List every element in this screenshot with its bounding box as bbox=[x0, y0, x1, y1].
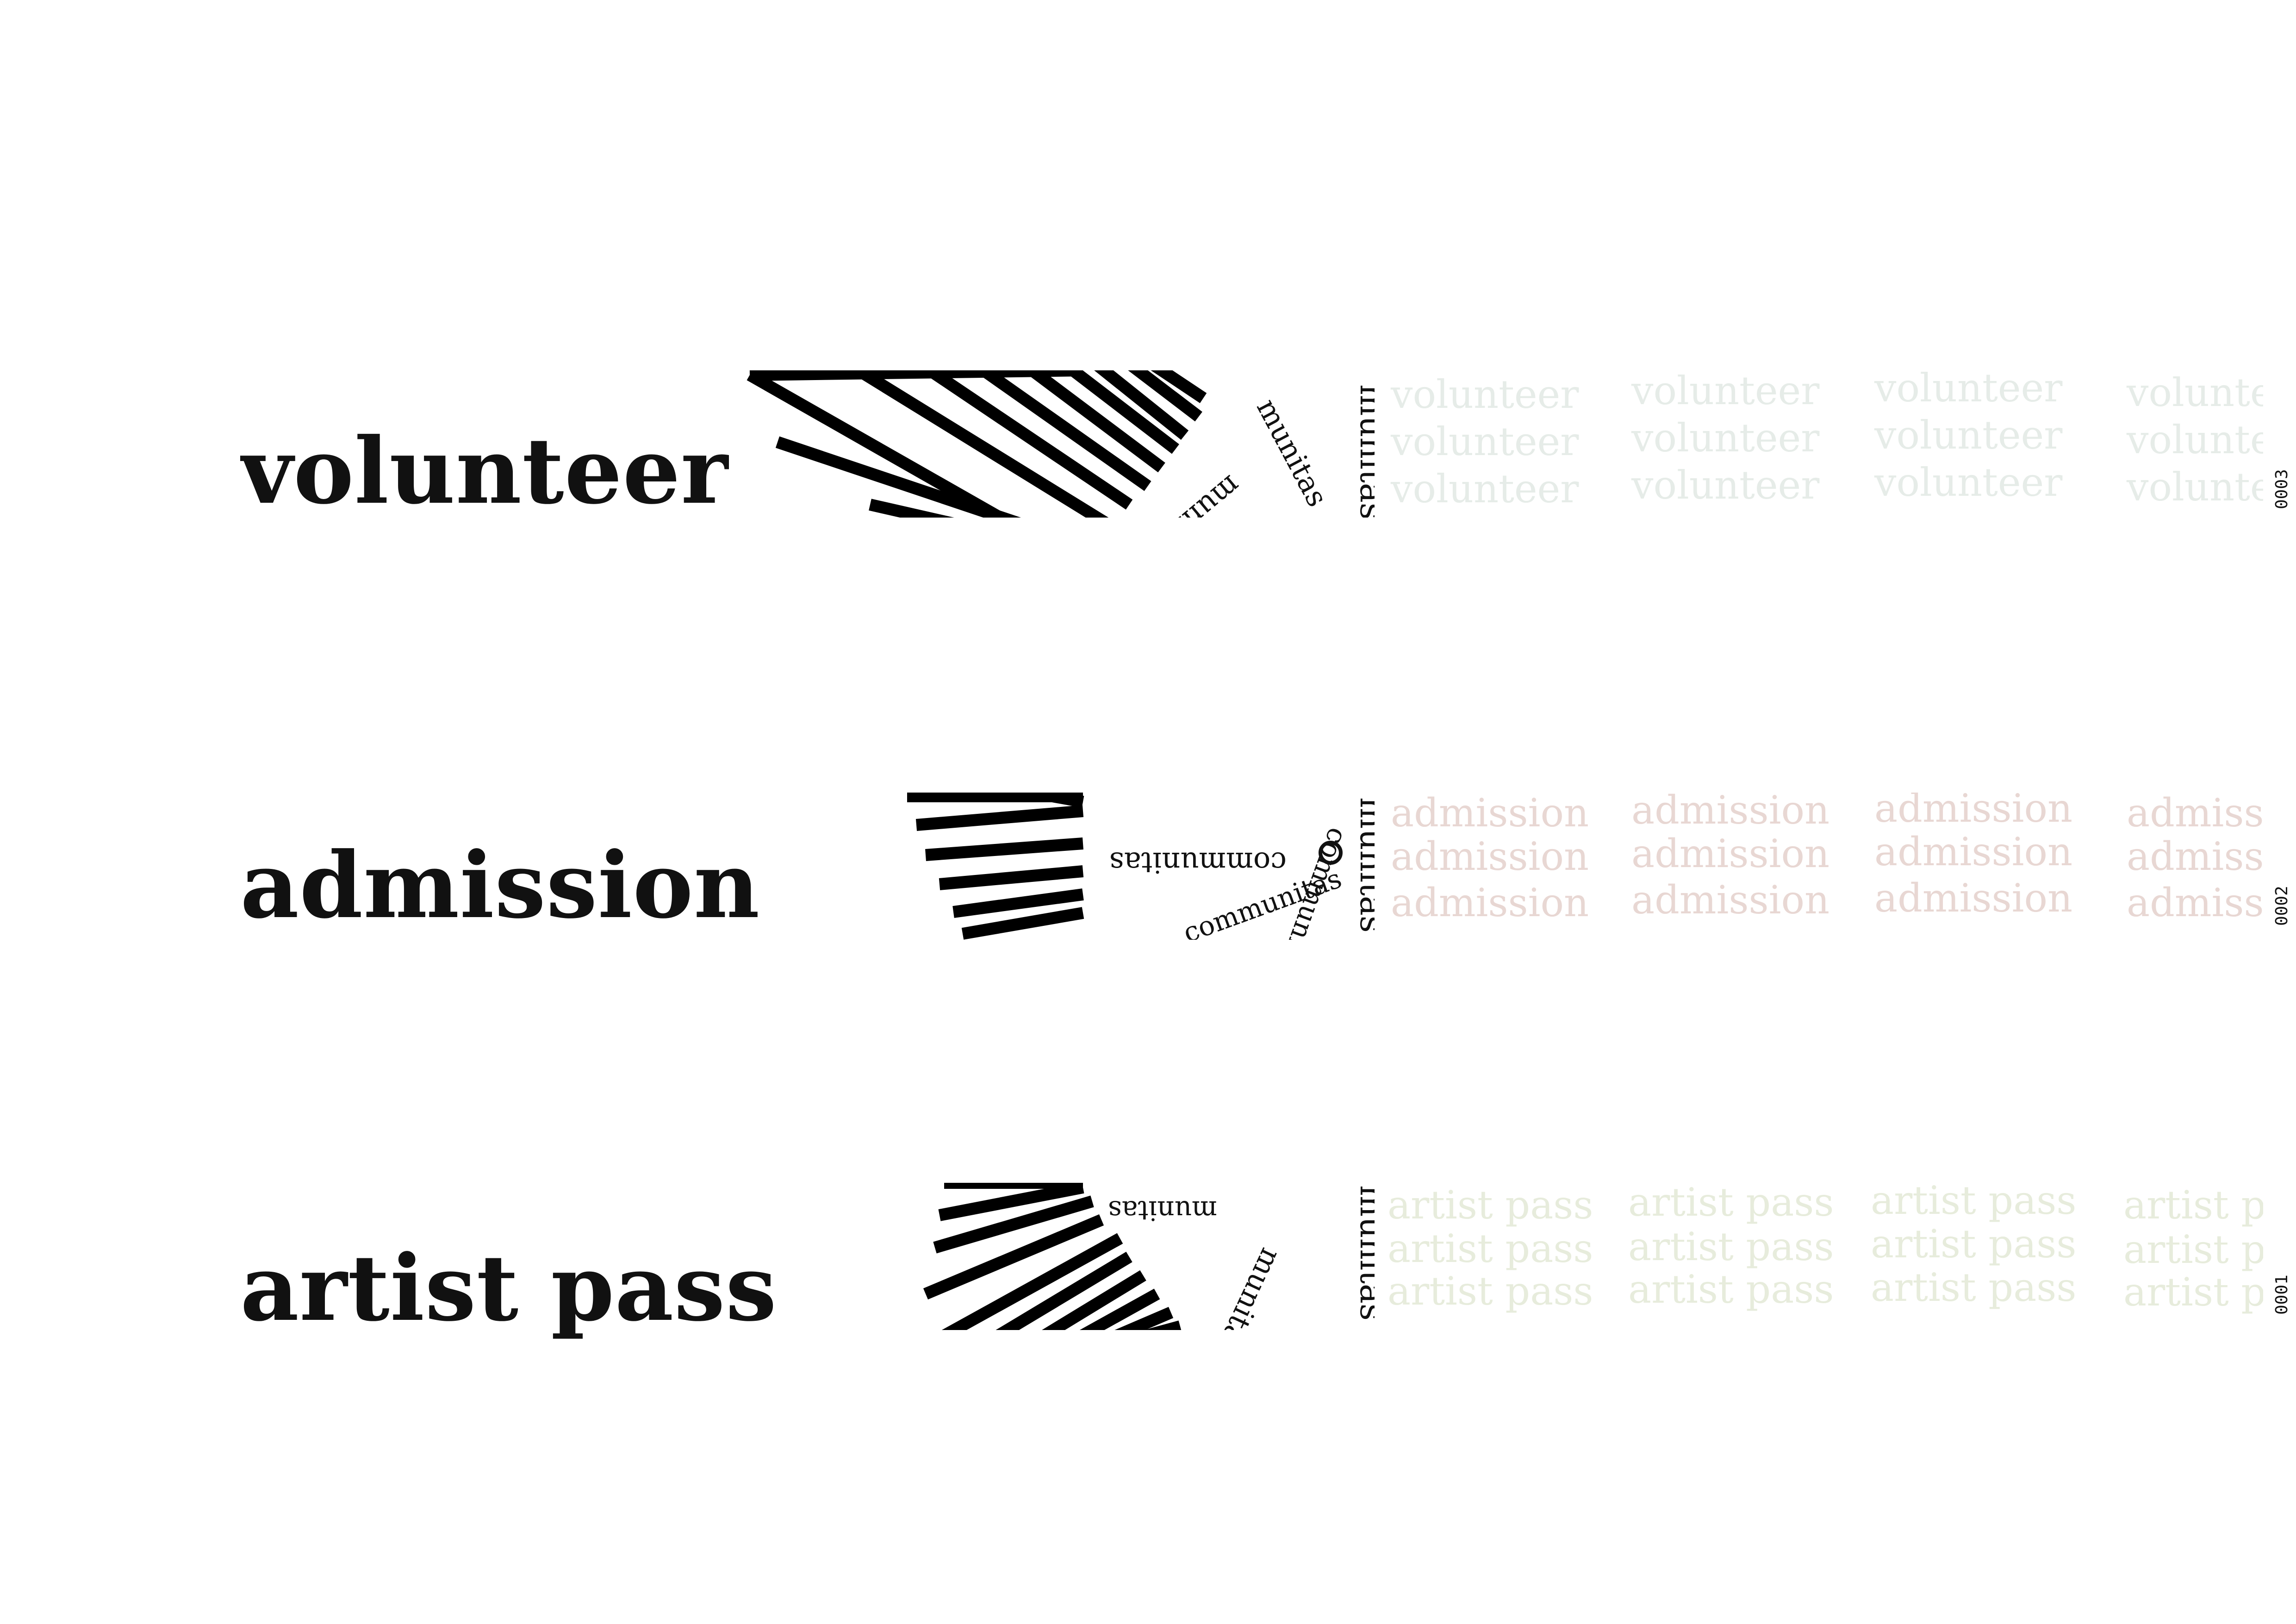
pattern-word: volunteer bbox=[1391, 419, 1579, 464]
wristband-label: admission bbox=[240, 840, 760, 939]
pattern-word: artist pass bbox=[1628, 1183, 1834, 1225]
pattern-word: artist pass bbox=[1388, 1183, 1593, 1228]
vertical-brand-word: munitas bbox=[1353, 1185, 1375, 1321]
pattern-word: artist pass bbox=[2123, 1269, 2263, 1315]
pattern-word: volunteer bbox=[2127, 417, 2263, 462]
pattern-word: artist pass bbox=[1628, 1224, 1834, 1269]
pattern-word: admission bbox=[1391, 834, 1589, 879]
arc-brand-text-inner: munitas bbox=[1136, 468, 1247, 518]
wristband-label: volunteer bbox=[240, 426, 729, 525]
wristband-graphic: communitas communitas communitas munitas bbox=[722, 793, 1375, 940]
sunburst-rays bbox=[747, 370, 1207, 518]
pattern-word: artist pass bbox=[1628, 1267, 1834, 1312]
arc-brand-text: munitas bbox=[1108, 1195, 1217, 1226]
wristband-label: artist pass bbox=[240, 1243, 778, 1342]
pattern-word: volunteer bbox=[1391, 372, 1579, 417]
sunburst-rays-graphic: munitas munitas munitas bbox=[923, 1183, 1375, 1330]
pattern-word: volunteer bbox=[2127, 464, 2263, 510]
pattern-word: admission bbox=[2127, 880, 2263, 925]
vertical-brand-text: munitas bbox=[1353, 797, 1375, 933]
arc-brand-text: munitas bbox=[1250, 393, 1335, 512]
serial-number-text: 0002 bbox=[2272, 886, 2291, 926]
serial-number-text: 0001 bbox=[2272, 1274, 2291, 1315]
arc-brand-text: communitas bbox=[1109, 846, 1287, 880]
pattern-word: volunteer bbox=[1391, 466, 1579, 512]
pattern-word: volunteer bbox=[1874, 460, 2063, 505]
repeated-word-pattern: admission admission admission admission … bbox=[1384, 793, 2263, 940]
pattern-word: artist pass bbox=[1871, 1265, 2077, 1310]
pattern-word: admission bbox=[2127, 834, 2263, 879]
serial-number: 0002 bbox=[2272, 856, 2291, 926]
vertical-brand-text: munitas bbox=[1353, 1185, 1375, 1321]
vertical-brand-text: munitas bbox=[1353, 384, 1375, 518]
circular-text-graphic: munitas munitas bbox=[1136, 393, 1334, 518]
pattern-word: artist pass bbox=[1871, 1183, 2077, 1223]
repeated-word-pattern: volunteer volunteer volunteer volunteer … bbox=[1384, 370, 2263, 518]
wristband-graphic: munitas munitas munitas bbox=[722, 1183, 1375, 1330]
serial-number-text: 0003 bbox=[2272, 469, 2291, 509]
pattern-word: volunteer bbox=[2127, 370, 2263, 415]
pattern-word: admission bbox=[1391, 793, 1589, 836]
pattern-word: volunteer bbox=[1874, 370, 2063, 411]
pattern-word: admission bbox=[2127, 793, 2263, 836]
pattern-word: admission bbox=[1631, 831, 1830, 876]
pattern-word: artist pass bbox=[2123, 1183, 2263, 1228]
sunburst-rays-graphic: communitas communitas communitas munitas bbox=[907, 793, 1375, 940]
vertical-brand-word: munitas bbox=[1353, 384, 1375, 518]
pattern-word: admission bbox=[1874, 829, 2073, 874]
circle-mark-icon bbox=[1319, 841, 1343, 865]
pattern-word: admission bbox=[1874, 793, 2073, 831]
pattern-word: volunteer bbox=[1631, 370, 1820, 413]
pattern-word: volunteer bbox=[1631, 415, 1820, 461]
pattern-word: admission bbox=[1874, 875, 2073, 921]
sunburst-rays bbox=[907, 793, 1084, 940]
repeated-word-pattern: artist pass artist pass artist pass arti… bbox=[1384, 1183, 2263, 1330]
pattern-word: artist pass bbox=[1388, 1226, 1593, 1271]
vertical-brand-word: munitas bbox=[1353, 797, 1375, 933]
pattern-word: admission bbox=[1391, 880, 1589, 925]
pattern-word: volunteer bbox=[1874, 412, 2063, 458]
arc-brand-text-rotated: munitas bbox=[1208, 1243, 1288, 1330]
sunburst-rays bbox=[923, 1183, 1182, 1330]
pattern-word: admission bbox=[1631, 877, 1830, 923]
pattern-word: artist pass bbox=[1871, 1221, 2077, 1267]
pattern-word: artist pass bbox=[1388, 1268, 1593, 1314]
serial-number: 0003 bbox=[2272, 440, 2291, 509]
wristband-graphic: munitas munitas munitas bbox=[722, 370, 1375, 518]
sunburst-rays-graphic: munitas munitas munitas bbox=[747, 370, 1375, 518]
pattern-word: volunteer bbox=[1631, 462, 1820, 508]
pattern-word: admission bbox=[1631, 793, 1830, 833]
circular-text-graphic: communitas communitas communitas bbox=[1109, 824, 1354, 940]
pattern-word: artist pass bbox=[2123, 1227, 2263, 1272]
serial-number: 0001 bbox=[2272, 1245, 2291, 1315]
